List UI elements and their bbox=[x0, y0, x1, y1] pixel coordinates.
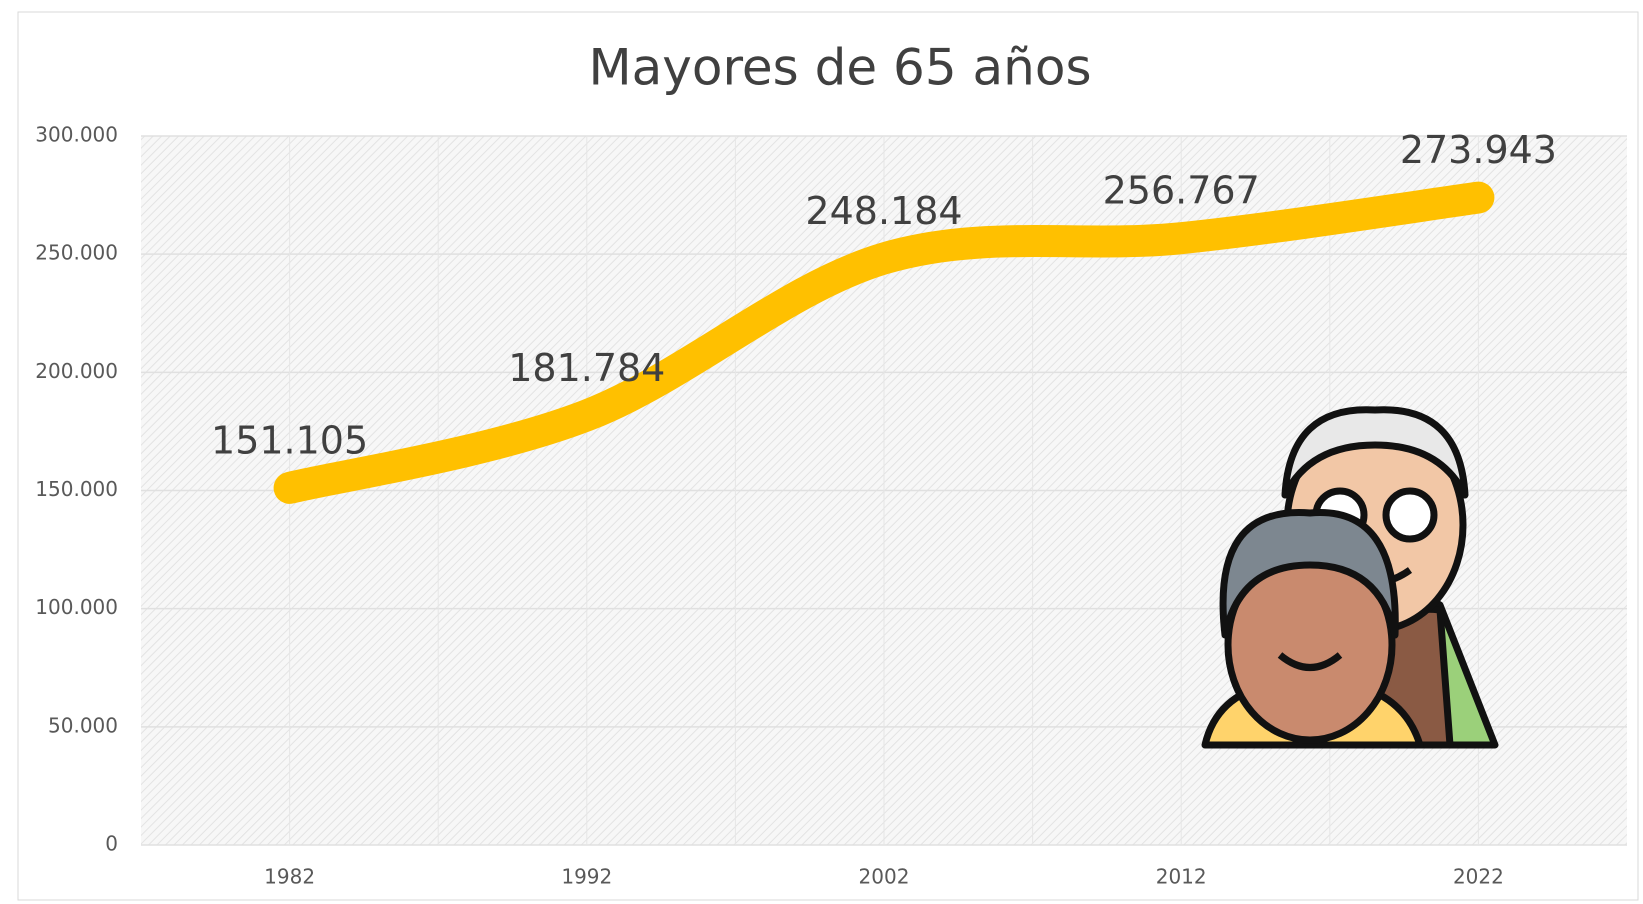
data-label: 151.105 bbox=[211, 418, 368, 462]
x-tick-label: 2002 bbox=[859, 865, 910, 889]
y-tick-label: 150.000 bbox=[35, 477, 118, 501]
y-tick-label: 200.000 bbox=[35, 359, 118, 383]
data-label: 181.784 bbox=[508, 346, 665, 390]
x-tick-label: 2012 bbox=[1156, 865, 1207, 889]
illustration bbox=[1201, 406, 1499, 749]
x-tick-label: 1992 bbox=[561, 865, 612, 889]
data-label: 256.767 bbox=[1103, 169, 1260, 213]
data-label: 273.943 bbox=[1400, 128, 1557, 172]
x-tick-label: 2022 bbox=[1453, 865, 1504, 889]
y-tick-label: 250.000 bbox=[35, 241, 118, 265]
y-tick-label: 0 bbox=[105, 832, 118, 856]
data-label: 248.184 bbox=[805, 189, 962, 233]
y-tick-label: 100.000 bbox=[35, 595, 118, 619]
y-tick-label: 50.000 bbox=[48, 713, 118, 737]
x-tick-label: 1982 bbox=[264, 865, 315, 889]
y-tick-label: 300.000 bbox=[35, 123, 118, 147]
chart-title: Mayores de 65 años bbox=[588, 39, 1091, 97]
line-series bbox=[273, 181, 1495, 504]
